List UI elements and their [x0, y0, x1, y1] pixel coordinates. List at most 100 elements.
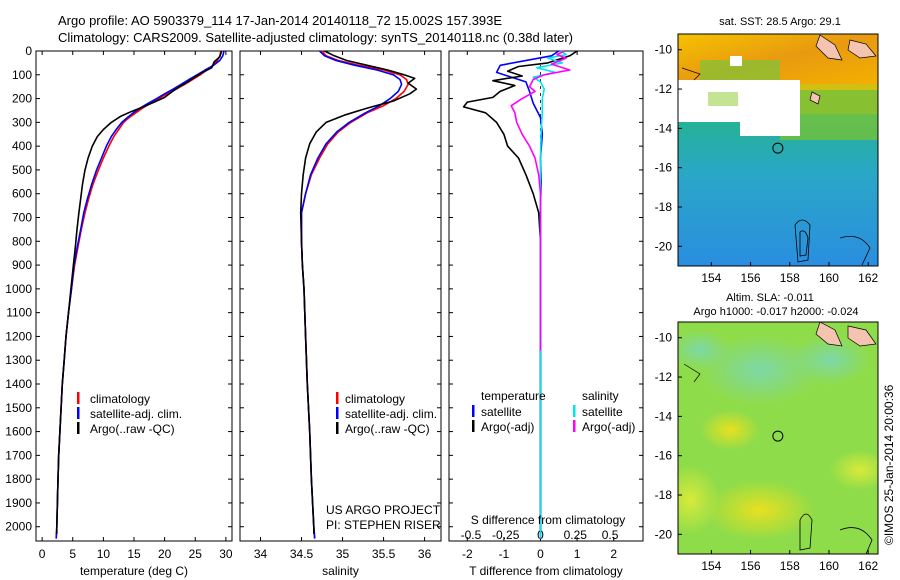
series-line-argo-raw-qc — [299, 50, 418, 534]
y-tick-label: 800 — [12, 234, 32, 248]
legend-label: Argo(..raw -QC) — [345, 422, 430, 436]
y-tick-label: 1500 — [5, 401, 32, 415]
sst-missing-data-area — [678, 80, 800, 122]
temperature-panel: 0 5 10 15 20 25 300100200300400500600700800900… — [5, 44, 233, 578]
coastline-island — [815, 34, 843, 61]
map-y-tick-label: -16 — [655, 161, 673, 175]
coastline-island — [815, 322, 843, 347]
y-tick-label: 600 — [12, 187, 32, 201]
x-tick-label: 34 — [254, 547, 268, 561]
map-y-tick-label: -16 — [655, 449, 673, 463]
salinity-panel: 34 34.5 35 35.5 36 salinity — [239, 50, 442, 578]
x-tick-label: 2 — [610, 547, 617, 561]
header-title-line1: Argo profile: AO 5903379_114 17-Jan-2014… — [58, 13, 502, 28]
map-x-tick-label: 158 — [780, 271, 800, 285]
map-x-tick-label: 156 — [741, 559, 761, 573]
x-tick-label: 0 — [39, 547, 46, 561]
x-tick-label: -1 — [499, 547, 510, 561]
x-tick-label: 15 — [127, 547, 141, 561]
difference-legend-salinity: salinity satellite Argo(-adj) — [573, 389, 635, 434]
y-tick-label: 1100 — [6, 306, 32, 320]
map-x-tick-label: 162 — [858, 559, 878, 573]
x-tick-label: 20 — [158, 547, 172, 561]
series-line-climatology — [55, 50, 222, 539]
y-tick-label: 1600 — [5, 425, 32, 439]
map-x-tick-label: 156 — [741, 271, 761, 285]
map-y-tick-label: -14 — [655, 121, 673, 135]
x-axis-label: salinity — [322, 564, 359, 578]
x-axis-label: T difference from climatology — [469, 564, 623, 578]
x-axis-label: temperature (deg C) — [80, 564, 188, 578]
series-line-temperature-satellite — [495, 50, 560, 539]
y-tick-label: 1400 — [5, 377, 32, 391]
difference-panel: -2 -1 0 1 2-0.5 -0.25 0 0.25 0.5T difference fro… — [448, 50, 644, 578]
sst-map-field — [678, 34, 878, 266]
s-difference-axis-label: S difference from climatology — [471, 513, 626, 527]
legend-label: satellite-adj. clim. — [90, 407, 182, 421]
map-y-tick-label: -14 — [655, 409, 673, 423]
y-tick-label: 100 — [12, 68, 32, 82]
y-tick-label: 200 — [12, 92, 32, 106]
map-y-tick-label: -18 — [655, 200, 673, 214]
s-tick-label: 0.5 — [602, 528, 619, 542]
y-tick-label: 2000 — [5, 520, 32, 534]
header-title-line2: Climatology: CARS2009. Satellite-adjuste… — [58, 30, 573, 45]
map-y-tick-label: -10 — [655, 43, 673, 57]
map-y-tick-label: -10 — [655, 331, 673, 345]
series-line-salinity-argo-adj — [510, 50, 571, 351]
plot-frame — [448, 50, 644, 542]
y-tick-label: 1200 — [5, 329, 32, 343]
legend-swatch-argo — [336, 422, 339, 434]
legend-label: Argo(..raw -QC) — [90, 422, 175, 436]
sla-map-field — [678, 322, 878, 554]
x-tick-label: 36 — [418, 547, 432, 561]
legend-label: Argo(-adj) — [582, 420, 635, 434]
legend-header: temperature — [481, 389, 546, 403]
series-line-climatology — [300, 50, 410, 539]
x-tick-label: 5 — [69, 547, 76, 561]
legend-swatch-argo — [77, 422, 80, 434]
legend-label: satellite — [582, 405, 623, 419]
x-tick-label: 25 — [189, 547, 203, 561]
legend-swatch-sal-argo — [573, 420, 576, 432]
map-x-tick-label: 160 — [819, 559, 839, 573]
y-tick-label: 1300 — [5, 353, 32, 367]
project-name: US ARGO PROJECT — [326, 503, 441, 517]
sla-map-title-1: Altim. SLA: -0.011 — [726, 292, 814, 304]
y-tick-label: 300 — [12, 115, 32, 129]
legend-label: satellite-adj. clim. — [345, 407, 437, 421]
plot-frame — [239, 50, 442, 542]
s-tick-label: -0.5 — [461, 528, 482, 542]
s-tick-label: 0.25 — [564, 528, 588, 542]
principal-investigator: PI: STEPHEN RISER — [326, 518, 441, 532]
sla-map-axes: 154 156 158 160 162 -10 -12 -14 -16 -18 -20 — [655, 331, 879, 573]
series-line-temperature-argo-adj — [462, 50, 578, 534]
legend-swatch-climatology — [77, 392, 80, 404]
project-annotation: US ARGO PROJECT PI: STEPHEN RISER — [326, 503, 441, 532]
map-x-tick-label: 162 — [858, 271, 878, 285]
legend-label: satellite — [481, 405, 522, 419]
y-tick-label: 700 — [12, 211, 32, 225]
map-x-tick-label: 160 — [819, 271, 839, 285]
legend-swatch-temp-argo — [472, 420, 475, 432]
y-tick-label: 1700 — [5, 448, 32, 462]
legend-swatch-satellite — [77, 407, 80, 419]
x-tick-label: 1 — [574, 547, 581, 561]
y-tick-label: 900 — [12, 258, 32, 272]
legend-label: climatology — [90, 392, 150, 406]
legend-label: Argo(-adj) — [481, 420, 534, 434]
legend-swatch-climatology — [336, 392, 339, 404]
legend-swatch-satellite — [336, 407, 339, 419]
y-tick-label: 1800 — [5, 472, 32, 486]
salinity-legend: climatology satellite-adj. clim. Argo(..… — [336, 392, 437, 436]
sla-map-title-2: Argo h1000: -0.017 h2000: -0.024 — [693, 306, 858, 318]
sst-map-title: sat. SST: 28.5 Argo: 29.1 — [719, 16, 841, 28]
y-tick-label: 0 — [25, 44, 32, 58]
series-line-salinity-satellite — [532, 50, 567, 539]
sla-profile-location-marker — [772, 430, 784, 442]
legend-swatch-sal-satellite — [573, 405, 576, 417]
x-tick-label: -2 — [462, 547, 473, 561]
sla-map-frame — [677, 321, 879, 555]
map-y-tick-label: -20 — [655, 527, 673, 541]
